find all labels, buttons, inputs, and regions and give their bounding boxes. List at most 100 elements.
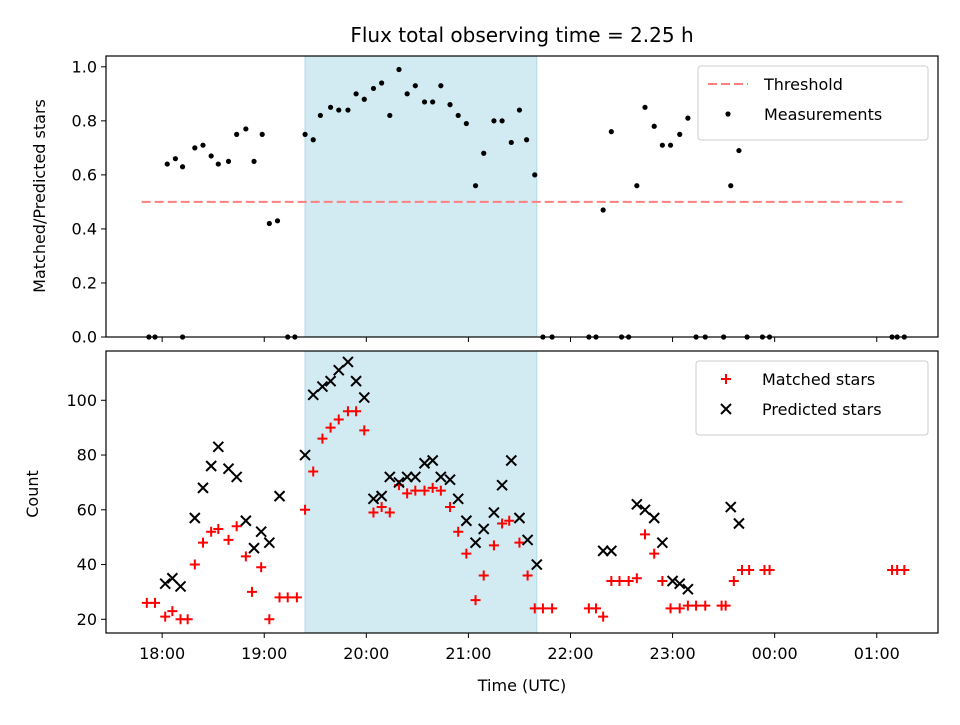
measurement-point [310,137,316,143]
matched-stars-point [537,603,548,614]
matched-stars-point [691,600,702,611]
measurement-point [447,102,453,108]
matched-stars-point [256,562,267,573]
legend-label: Matched stars [762,370,875,389]
measurement-point [532,172,538,178]
series-matched-stars [141,406,910,625]
measurement-point [361,96,367,102]
measurement-point [353,91,359,97]
axes-frame [105,350,939,634]
predicted-stars-point [648,512,660,524]
matched-stars-point [246,586,257,597]
matched-stars-point [308,466,319,477]
matched-stars-point [728,575,739,586]
matched-stars-point [497,518,508,529]
matched-stars-point [522,570,533,581]
measurement-point [192,145,198,151]
measurement-point [685,115,691,121]
measurement-point [430,99,436,105]
predicted-stars-point [656,536,669,549]
matched-stars-point [640,529,651,540]
predicted-stars-point [452,493,464,505]
chart-title: Flux total observing time = 2.25 h [350,23,693,47]
measurement-point [608,129,614,135]
y-tick-label: 80 [77,446,97,465]
measurement-point [164,161,170,167]
measurement-point [208,153,214,159]
legend-box [695,360,929,436]
series-predicted-stars [159,356,745,595]
predicted-stars-point [597,545,609,557]
predicted-stars-point [444,473,456,486]
predicted-stars-point [263,536,276,549]
measurement-point [234,131,240,137]
predicted-stars-point [375,490,388,502]
predicted-stars-point [189,512,201,524]
predicted-stars-point [426,454,439,467]
predicted-stars-point [367,493,380,505]
measurement-point [523,137,530,143]
y-tick-label: 0.8 [72,111,97,130]
predicted-stars-point [174,580,187,593]
matched-stars-point [197,537,208,548]
matched-stars-point [351,406,362,417]
y-tick-label: 20 [77,610,97,629]
matched-stars-point [333,414,344,425]
matched-stars-point [598,611,609,622]
matched-stars-point [182,614,193,625]
x-tick-label: 20:00 [343,644,389,663]
predicted-stars-point [488,506,500,519]
measurement-point [172,156,179,162]
measurement-point [438,83,444,89]
top-y-axis-label: Matched/Predicted stars [30,99,49,293]
x-tick-label: 23:00 [650,644,696,663]
y-tick-label: 40 [77,555,97,574]
predicted-stars-point [478,523,490,535]
predicted-stars-point [350,375,362,387]
x-tick-label: 22:00 [547,644,593,663]
x-tick-label: 01:00 [854,644,900,663]
measurement-point [516,107,523,113]
measurement-point [508,139,514,146]
measurement-point [387,112,393,119]
matched-stars-point [744,565,755,576]
predicted-stars-point [631,498,643,511]
predicted-stars-point [248,542,260,554]
predicted-stars-point [460,515,473,527]
predicted-stars-point [358,391,370,404]
predicted-stars-point [159,578,171,590]
matched-stars-point [665,603,676,614]
measurement-point [600,207,606,213]
matched-stars-point [899,565,910,576]
matched-stars-point [674,603,685,614]
predicted-stars-point [307,389,319,401]
observing-window-band [304,350,538,634]
measurement-point [336,107,342,113]
predicted-stars-point [240,515,252,527]
predicted-stars-point [505,454,517,467]
x-tick-label: 00:00 [752,644,798,663]
matched-stars-point [402,488,413,499]
matched-stars-point [614,575,625,586]
measurement-point [302,131,308,137]
measurement-point [634,183,640,189]
matched-stars-point [419,485,430,496]
measurement-point [345,107,351,113]
x-axis-label: Time (UTC) [477,676,566,695]
matched-stars-point [213,523,224,534]
y-tick-label: 0.6 [72,165,97,184]
matched-stars-point [223,534,234,545]
matched-stars-point [384,507,395,518]
predicted-stars-point [342,356,354,368]
predicted-stars-point [733,517,745,530]
matched-stars-point [240,551,251,562]
measurement-point [463,120,469,127]
predicted-stars-point [316,380,329,393]
predicted-stars-point [682,583,694,595]
predicted-stars-point [333,364,345,376]
predicted-stars-point [401,471,413,483]
matched-stars-point [453,526,464,537]
legend-label: Threshold [763,75,843,94]
measurement-point [481,150,487,156]
y-tick-label: 60 [77,500,97,519]
